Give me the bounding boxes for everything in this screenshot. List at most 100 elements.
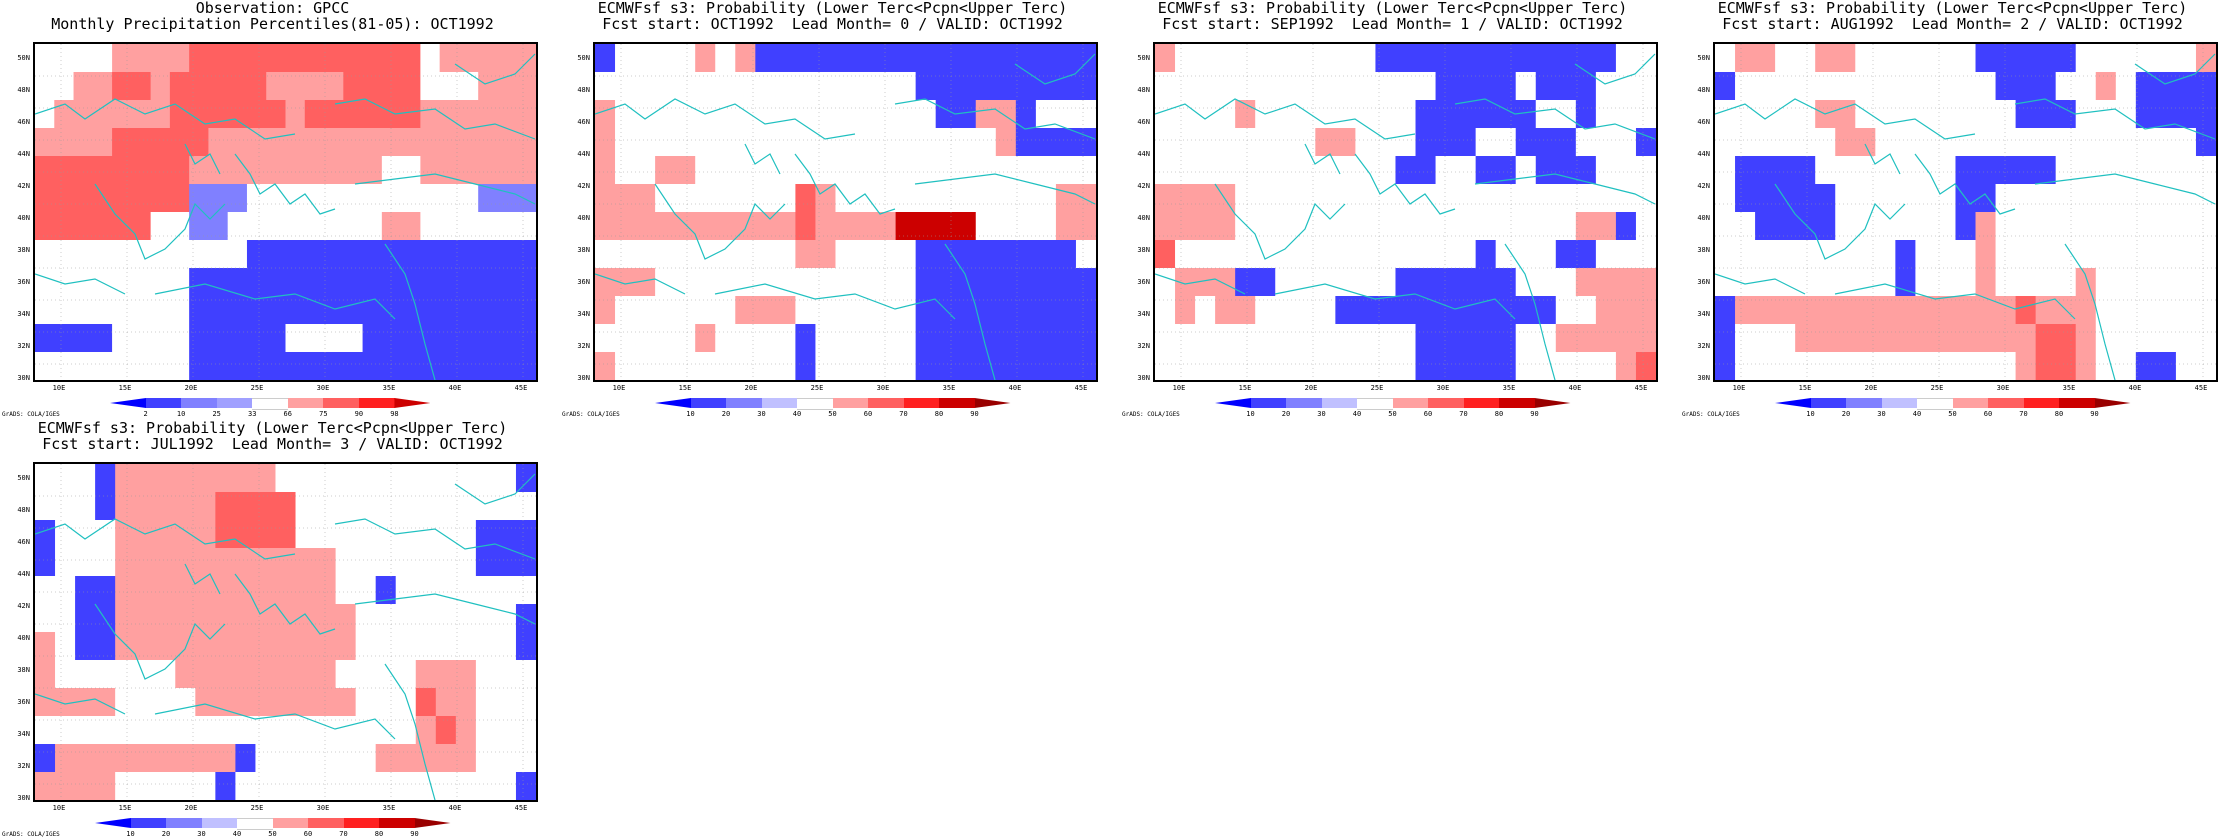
grid-cell (2015, 184, 2037, 213)
colorbar-segment (110, 398, 147, 408)
grid-cell (395, 520, 417, 549)
grid-cell (1815, 268, 1836, 297)
grid-cell (615, 240, 636, 269)
grid-cell (335, 716, 357, 745)
grid-cell (227, 100, 248, 129)
grid-cell (1455, 128, 1477, 157)
grid-cell (1295, 240, 1316, 269)
grid-cell (755, 44, 776, 73)
grid-cell (516, 184, 536, 213)
grid-cell (395, 660, 417, 689)
lat-tick-label: 30N (1697, 374, 1710, 382)
grid-cell (2075, 212, 2097, 241)
grid-cell (855, 240, 877, 269)
grid-cell (495, 772, 517, 800)
grid-cell (1335, 100, 1356, 129)
grid-cell (1015, 156, 1037, 185)
colorbar-segment (1846, 398, 1882, 408)
grid-cell (1735, 72, 1756, 101)
grid-cell (266, 100, 287, 129)
grid-cell (1235, 352, 1256, 380)
grid-cell (775, 296, 796, 325)
grid-cell (1435, 296, 1457, 325)
grid-cell (1775, 268, 1796, 297)
grid-cell (362, 240, 383, 269)
grid-cell (255, 772, 277, 800)
grid-cell (1155, 184, 1176, 213)
grid-cell (195, 716, 216, 745)
grid-cell (1315, 352, 1336, 380)
grid-cell (516, 268, 536, 297)
grid-cell (935, 352, 957, 380)
grid-cell (516, 128, 536, 157)
grid-cell (516, 352, 536, 380)
grid-cell (497, 240, 518, 269)
grid-cell (395, 632, 417, 661)
grid-cell (1395, 352, 1417, 380)
grid-cell (150, 352, 171, 380)
grid-cell (1155, 44, 1176, 73)
grid-cell (227, 156, 248, 185)
grid-cell (35, 72, 55, 101)
grid-cell (1835, 324, 1856, 353)
grid-cell (1835, 352, 1856, 380)
colorbar-label: 20 (1281, 410, 1291, 418)
lon-tick-label: 25E (250, 384, 264, 392)
grid-cell (2035, 296, 2057, 325)
grid-cell (155, 632, 176, 661)
colorbar-label: 60 (1423, 410, 1433, 418)
grid-cell (208, 324, 229, 353)
colorbar-segment (95, 818, 131, 828)
grid-cell (497, 44, 518, 73)
grid-cell (362, 44, 383, 73)
grid-cell (150, 240, 171, 269)
colorbar-label: 20 (161, 830, 171, 838)
grid-cell (2055, 128, 2077, 157)
grid-cell (1055, 296, 1077, 325)
grid-cell (375, 688, 397, 717)
grid-cell (2175, 128, 2197, 157)
grid-cell (935, 240, 957, 269)
grid-cell (1935, 212, 1957, 241)
grid-cell (1175, 128, 1196, 157)
grid-cell (195, 604, 216, 633)
grid-cell (92, 240, 113, 269)
grid-cell (735, 72, 756, 101)
coastline (35, 98, 296, 140)
grid-cell (1955, 72, 1977, 101)
grid-cell (715, 128, 736, 157)
grid-cell (150, 296, 171, 325)
grid-cell (1155, 100, 1176, 129)
grid-cell (1495, 44, 1517, 73)
grid-cell (915, 324, 937, 353)
grid-cell (2195, 156, 2216, 185)
grid-cell (135, 548, 156, 577)
grid-cell (1235, 44, 1256, 73)
grid-cell (1035, 296, 1057, 325)
grid-cell (95, 576, 116, 605)
grid-cell (381, 156, 402, 185)
grid-cell (1815, 128, 1836, 157)
coastline (1155, 98, 1416, 140)
grid-cell (875, 72, 897, 101)
grid-cell (235, 492, 257, 521)
map-panel: ECMWFsf s3: Probability (Lower Terc<Pcpn… (560, 0, 1105, 420)
grid-cell (1855, 324, 1876, 353)
grid-cell (420, 240, 441, 269)
grid-cell (855, 324, 877, 353)
grid-cell (458, 240, 479, 269)
grid-cell (955, 352, 977, 380)
grid-cell (54, 324, 75, 353)
grid-cell (401, 352, 421, 380)
grid-cell (215, 716, 236, 745)
grid-cell (1475, 100, 1497, 129)
grid-cell (1015, 212, 1037, 241)
grid-cell (92, 44, 113, 73)
grid-cell (1195, 324, 1216, 353)
grid-cell (595, 212, 616, 241)
grid-cell (895, 128, 917, 157)
grid-cell (1395, 324, 1417, 353)
grid-cell (150, 100, 171, 129)
grid-cell (362, 72, 383, 101)
grid-cell (975, 44, 997, 73)
